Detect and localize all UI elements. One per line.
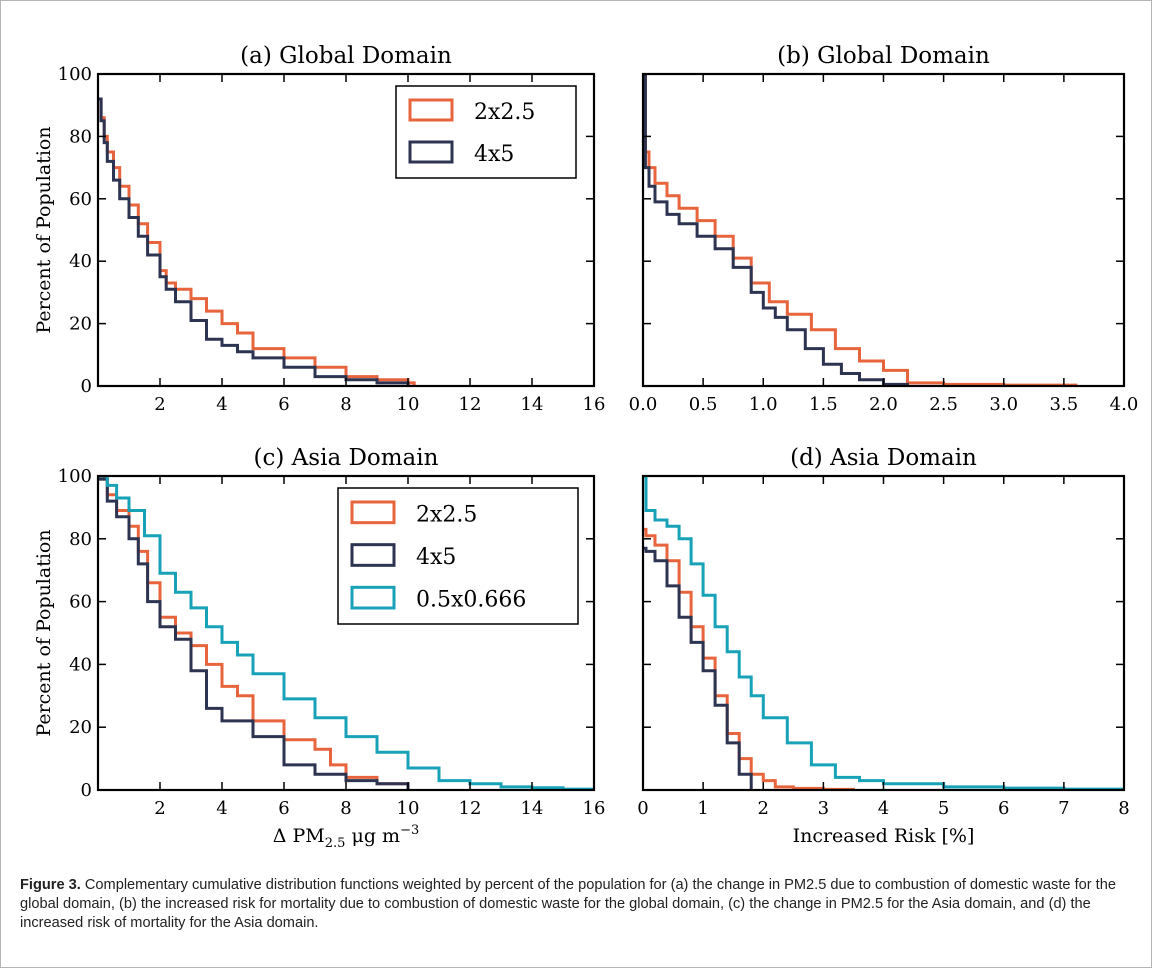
panel-b: (b) Global Domain 0.0 0.5 1.0 1.5 2.0 2.5 3.0 3.… (629, 43, 1139, 415)
legend-swatch (408, 98, 454, 122)
x-tick-label: 2 (154, 394, 165, 415)
x-tick-label: 8 (340, 394, 351, 415)
x-axis-label: Increased Risk [%] (793, 825, 975, 847)
y-tick-label: 100 (58, 64, 92, 85)
caption-text: Complementary cumulative distribution fu… (20, 877, 1116, 931)
x-tick-label: 2 (758, 798, 769, 819)
legend-label: 2x2.5 (474, 100, 535, 125)
y-tick-label: 40 (69, 251, 92, 272)
x-tick-label: 0 (637, 798, 648, 819)
x-tick-label: 12 (459, 394, 482, 415)
y-axis-label: Percent of Population (33, 126, 55, 333)
x-tick-label: 14 (521, 798, 544, 819)
x-tick-label: 6 (278, 394, 289, 415)
x-tick-label: 2.0 (869, 394, 898, 415)
legend-label: 4x5 (474, 142, 514, 167)
x-tick-label: 4.0 (1110, 394, 1139, 415)
x-tick-label: 2 (154, 798, 165, 819)
x-tick-label: 4 (878, 798, 889, 819)
x-tick-label: 3.0 (989, 394, 1018, 415)
x-tick-label: 12 (459, 798, 482, 819)
y-axis-label: Percent of Population (33, 529, 55, 736)
x-tick-label: 7 (1058, 798, 1069, 819)
x-tick-label: 16 (583, 394, 606, 415)
panel-c: (c) Asia Domain 2 4 6 8 10 12 14 16 0 20 40 60 80 100 P… (33, 445, 605, 851)
legend-swatch (408, 140, 454, 164)
x-tick-label: 8 (1118, 798, 1129, 819)
series-line-2x2_5 (643, 527, 855, 790)
x-tick-label: 1.0 (749, 394, 778, 415)
x-axis-label: Δ PM2.5​ μg m−3 (273, 823, 420, 851)
x-tick-label: 1.5 (809, 394, 838, 415)
x-tick-label: 10 (397, 394, 420, 415)
x-tick-label: 6 (998, 798, 1009, 819)
y-tick-label: 60 (69, 592, 92, 613)
x-tick-label: 16 (583, 798, 606, 819)
panel-a: (a) Global Domain 2 4 6 8 10 12 14 16 0 20 40 60 80 10… (33, 43, 605, 415)
x-tick-label: 5 (938, 798, 949, 819)
legend-label: 4x5 (416, 545, 456, 570)
x-tick-label: 1 (697, 798, 708, 819)
legend-box (337, 487, 579, 625)
series-line-2x2_5 (643, 74, 1078, 386)
legend-label: 0.5x0.666 (416, 588, 526, 613)
legend: 2x2.5 4x5 0.5x0.666 (337, 487, 579, 625)
y-tick-label: 0 (81, 780, 92, 801)
y-tick-label: 0 (81, 376, 92, 397)
series-line-4x5 (643, 546, 753, 790)
series-line-0_5x0_666 (98, 476, 594, 790)
legend-swatch (350, 543, 396, 567)
y-tick-label: 80 (69, 126, 92, 147)
x-tick-label: 0.0 (629, 394, 658, 415)
legend: 2x2.5 4x5 (395, 85, 577, 179)
x-tick-label: 14 (521, 394, 544, 415)
x-tick-label: 3 (818, 798, 829, 819)
x-tick-label: 4 (216, 394, 227, 415)
series-line-2x2_5 (98, 97, 416, 386)
panel-d: (d) Asia Domain 0 1 2 3 4 5 6 7 8 Increased Risk [… (637, 445, 1129, 847)
legend-swatch (350, 500, 396, 525)
x-tick-label: 4 (216, 798, 227, 819)
series-line-0_5x0_666 (643, 476, 1124, 790)
y-tick-label: 20 (69, 717, 92, 738)
x-tick-label: 10 (397, 798, 420, 819)
x-tick-label: 0.5 (689, 394, 718, 415)
y-tick-label: 20 (69, 314, 92, 335)
panel-c-title: (c) Asia Domain (254, 445, 439, 471)
x-tick-label: 2.5 (929, 394, 958, 415)
series-line-4x5 (98, 97, 410, 386)
series-line-4x5 (98, 477, 410, 790)
y-tick-label: 60 (69, 189, 92, 210)
legend-swatch (350, 585, 396, 610)
y-tick-label: 40 (69, 654, 92, 675)
panel-a-title: (a) Global Domain (240, 43, 452, 69)
x-tick-label: 6 (278, 798, 289, 819)
y-tick-label: 80 (69, 529, 92, 550)
series-line-4x5 (643, 74, 909, 386)
x-tick-label: 8 (340, 798, 351, 819)
panel-b-title: (b) Global Domain (777, 43, 990, 69)
figure-label: Figure 3. (20, 877, 81, 893)
axes-frame (641, 474, 1126, 792)
legend-label: 2x2.5 (416, 502, 477, 527)
figure-caption: Figure 3. Complementary cumulative distr… (20, 876, 1130, 933)
y-tick-label: 100 (58, 466, 92, 487)
x-tick-label: 3.5 (1050, 394, 1079, 415)
panel-d-title: (d) Asia Domain (790, 445, 977, 471)
